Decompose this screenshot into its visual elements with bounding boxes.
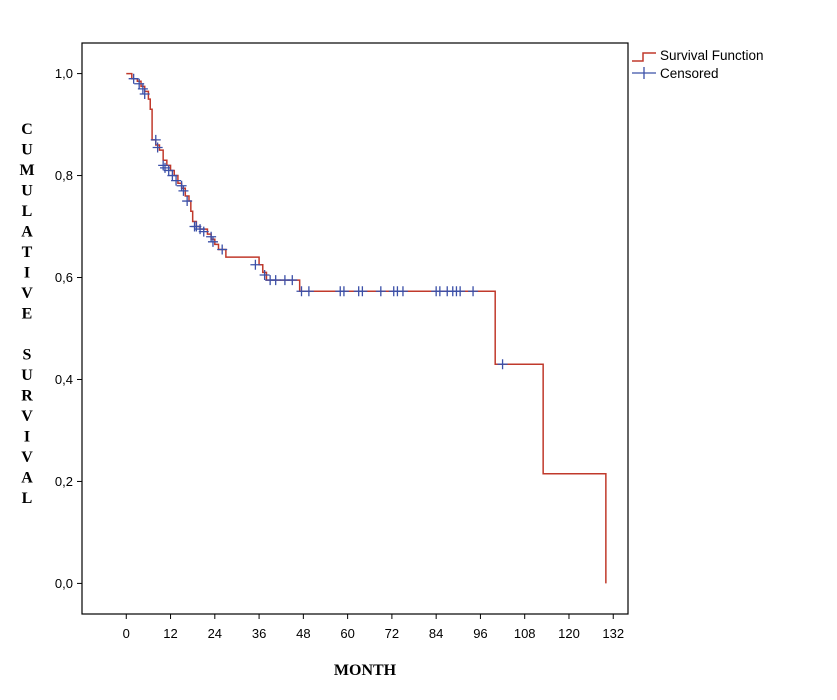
censored-mark <box>206 231 217 242</box>
censored-mark <box>158 160 169 171</box>
censored-mark <box>397 286 408 297</box>
censored-mark <box>455 286 466 297</box>
y-tick-label: 0,0 <box>55 576 73 591</box>
y-tick-label: 1,0 <box>55 66 73 81</box>
x-tick-label: 60 <box>340 626 354 641</box>
survival-step-icon <box>632 52 656 62</box>
x-tick-label: 12 <box>163 626 177 641</box>
x-tick-label: 48 <box>296 626 310 641</box>
x-tick-label: 120 <box>558 626 580 641</box>
censored-mark <box>152 142 163 153</box>
censored-mark <box>207 236 218 247</box>
censored-mark <box>182 196 193 207</box>
x-axis: 0 12 24 36 48 60 72 84 96 108 120 132 <box>123 614 624 641</box>
x-tick-label: 36 <box>252 626 266 641</box>
censored-mark <box>137 83 148 94</box>
plot-frame <box>81 42 629 615</box>
y-tick-label: 0,6 <box>55 270 73 285</box>
censored-mark <box>357 286 368 297</box>
censored-mark <box>128 73 139 84</box>
x-tick-label: 72 <box>385 626 399 641</box>
legend-item-censored: Censored <box>632 66 719 81</box>
censored-mark <box>375 286 386 297</box>
y-tick-label: 0,4 <box>55 372 73 387</box>
censored-mark <box>171 175 182 186</box>
censored-mark <box>139 88 150 99</box>
y-tick-label: 0,2 <box>55 474 73 489</box>
survival-function-line <box>126 72 607 584</box>
censored-mark <box>217 244 228 255</box>
legend: Survival Function Censored <box>632 48 764 81</box>
x-axis-title: MONTH <box>334 662 397 679</box>
censored-mark <box>259 269 270 280</box>
censored-mark <box>303 286 314 297</box>
censored-mark <box>150 134 161 145</box>
x-tick-label: 24 <box>208 626 222 641</box>
x-tick-label: 0 <box>123 626 130 641</box>
legend-label-censored: Censored <box>660 66 719 81</box>
censored-mark <box>178 185 189 196</box>
censored-mark <box>176 180 187 191</box>
censored-mark <box>338 286 349 297</box>
legend-label-survival: Survival Function <box>660 48 764 63</box>
censored-mark <box>468 286 479 297</box>
censored-mark <box>163 165 174 176</box>
x-tick-label: 84 <box>429 626 443 641</box>
series-layer <box>126 72 607 584</box>
censored-plus-icon <box>632 67 656 79</box>
censored-mark <box>198 226 209 237</box>
x-tick-label: 96 <box>473 626 487 641</box>
censored-mark <box>167 170 178 181</box>
censored-mark <box>250 259 261 270</box>
censored-mark <box>270 275 281 286</box>
x-tick-label: 132 <box>602 626 624 641</box>
y-tick-label: 0,8 <box>55 168 73 183</box>
censored-mark <box>287 275 298 286</box>
y-axis: 0,0 0,2 0,4 0,6 0,8 1,0 <box>55 66 82 591</box>
x-tick-label: 108 <box>514 626 536 641</box>
censored-mark <box>134 78 145 89</box>
censored-mark <box>497 359 508 370</box>
legend-item-survival: Survival Function <box>632 48 764 63</box>
